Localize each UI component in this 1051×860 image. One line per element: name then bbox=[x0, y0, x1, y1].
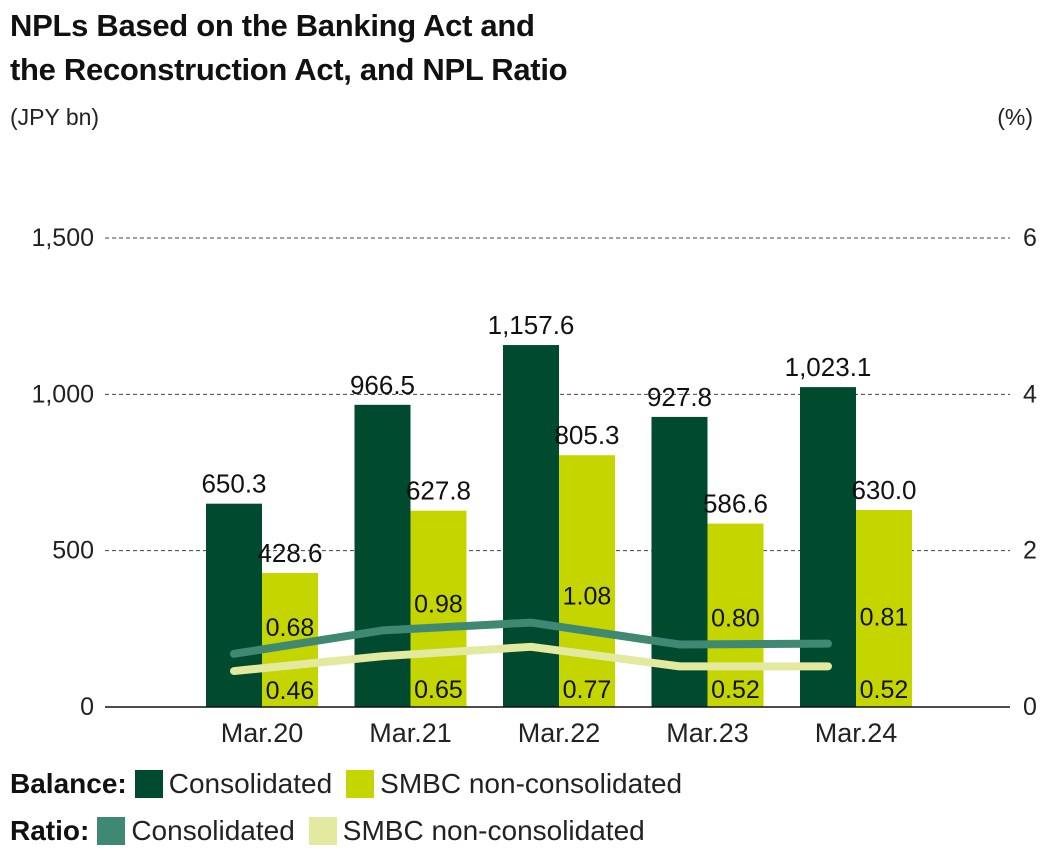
legend-balance: Balance: Consolidated SMBC non-consolida… bbox=[10, 768, 696, 800]
ratio-line-smbc bbox=[230, 642, 832, 676]
x-tick-label: Mar.23 bbox=[666, 718, 749, 748]
y-left-tick-label: 1,500 bbox=[31, 224, 94, 252]
ratio-line-consolidated bbox=[230, 618, 832, 658]
legend-label-balance-smbc: SMBC non-consolidated bbox=[380, 768, 683, 799]
y-right-tick-label: 0 bbox=[1023, 693, 1037, 721]
y-right-tick-label: 4 bbox=[1023, 380, 1037, 408]
bar-smbc bbox=[410, 510, 467, 707]
ratio-label-consolidated: 0.68 bbox=[266, 614, 315, 642]
ratio-label-consolidated: 0.80 bbox=[711, 604, 760, 632]
bar-label-smbc: 586.6 bbox=[703, 489, 768, 519]
ratio-label-smbc: 0.77 bbox=[563, 676, 612, 704]
bar-consolidated bbox=[651, 416, 708, 707]
ratio-label-smbc: 0.52 bbox=[860, 676, 909, 704]
x-tick-label: Mar.22 bbox=[518, 718, 601, 748]
bar-smbc bbox=[559, 455, 615, 707]
bar-label-consolidated: 650.3 bbox=[201, 469, 266, 499]
bar-label-consolidated: 927.8 bbox=[647, 382, 712, 412]
bar-label-smbc: 428.6 bbox=[257, 538, 322, 568]
bar-label-consolidated: 1,023.1 bbox=[785, 352, 872, 382]
y-left-tick-label: 500 bbox=[52, 537, 94, 565]
legend-ratio-title: Ratio: bbox=[10, 815, 90, 846]
x-tick-label: Mar.24 bbox=[815, 718, 898, 748]
bar-label-smbc: 627.8 bbox=[406, 476, 471, 506]
legend-label-ratio-smbc: SMBC non-consolidated bbox=[342, 815, 645, 846]
bar-label-smbc: 630.0 bbox=[851, 475, 916, 505]
bar-smbc bbox=[707, 523, 764, 707]
right-axis-unit: (%) bbox=[997, 104, 1033, 130]
y-right-tick-label: 2 bbox=[1023, 537, 1037, 565]
x-tick-label: Mar.21 bbox=[369, 718, 452, 748]
legend-swatch-balance-consolidated bbox=[134, 770, 163, 798]
chart-title: NPLs Based on the Banking Act and the Re… bbox=[10, 4, 568, 92]
legend-balance-title: Balance: bbox=[10, 768, 127, 799]
x-tick-label: Mar.20 bbox=[221, 718, 304, 748]
legend-label-balance-consolidated: Consolidated bbox=[168, 768, 333, 799]
bar-consolidated bbox=[800, 387, 856, 707]
legend-ratio: Ratio: Consolidated SMBC non-consolidate… bbox=[10, 815, 659, 847]
bar-label-consolidated: 1,157.6 bbox=[488, 310, 575, 340]
left-axis-unit: (JPY bn) bbox=[10, 104, 100, 130]
bar-smbc bbox=[856, 510, 912, 707]
y-left-tick-label: 0 bbox=[80, 693, 94, 721]
bar-consolidated bbox=[206, 503, 262, 707]
ratio-label-smbc: 0.65 bbox=[414, 676, 463, 704]
y-right-tick-label: 6 bbox=[1023, 224, 1037, 252]
legend-swatch-ratio-smbc bbox=[308, 817, 337, 845]
ratio-label-smbc: 0.46 bbox=[266, 677, 315, 705]
ratio-label-consolidated: 0.81 bbox=[860, 604, 909, 632]
y-left-tick-label: 1,000 bbox=[31, 380, 94, 408]
bar-label-smbc: 805.3 bbox=[554, 420, 619, 450]
ratio-label-smbc: 0.52 bbox=[711, 676, 760, 704]
legend-swatch-balance-smbc bbox=[346, 770, 375, 798]
chart-title-line1: NPLs Based on the Banking Act and bbox=[10, 8, 535, 43]
legend-swatch-ratio-consolidated bbox=[97, 817, 126, 845]
chart-title-line2: the Reconstruction Act, and NPL Ratio bbox=[10, 52, 568, 87]
legend-label-ratio-consolidated: Consolidated bbox=[131, 815, 295, 846]
ratio-label-consolidated: 0.98 bbox=[414, 590, 463, 618]
bar-label-consolidated: 966.5 bbox=[350, 370, 415, 400]
ratio-label-consolidated: 1.08 bbox=[563, 583, 612, 611]
